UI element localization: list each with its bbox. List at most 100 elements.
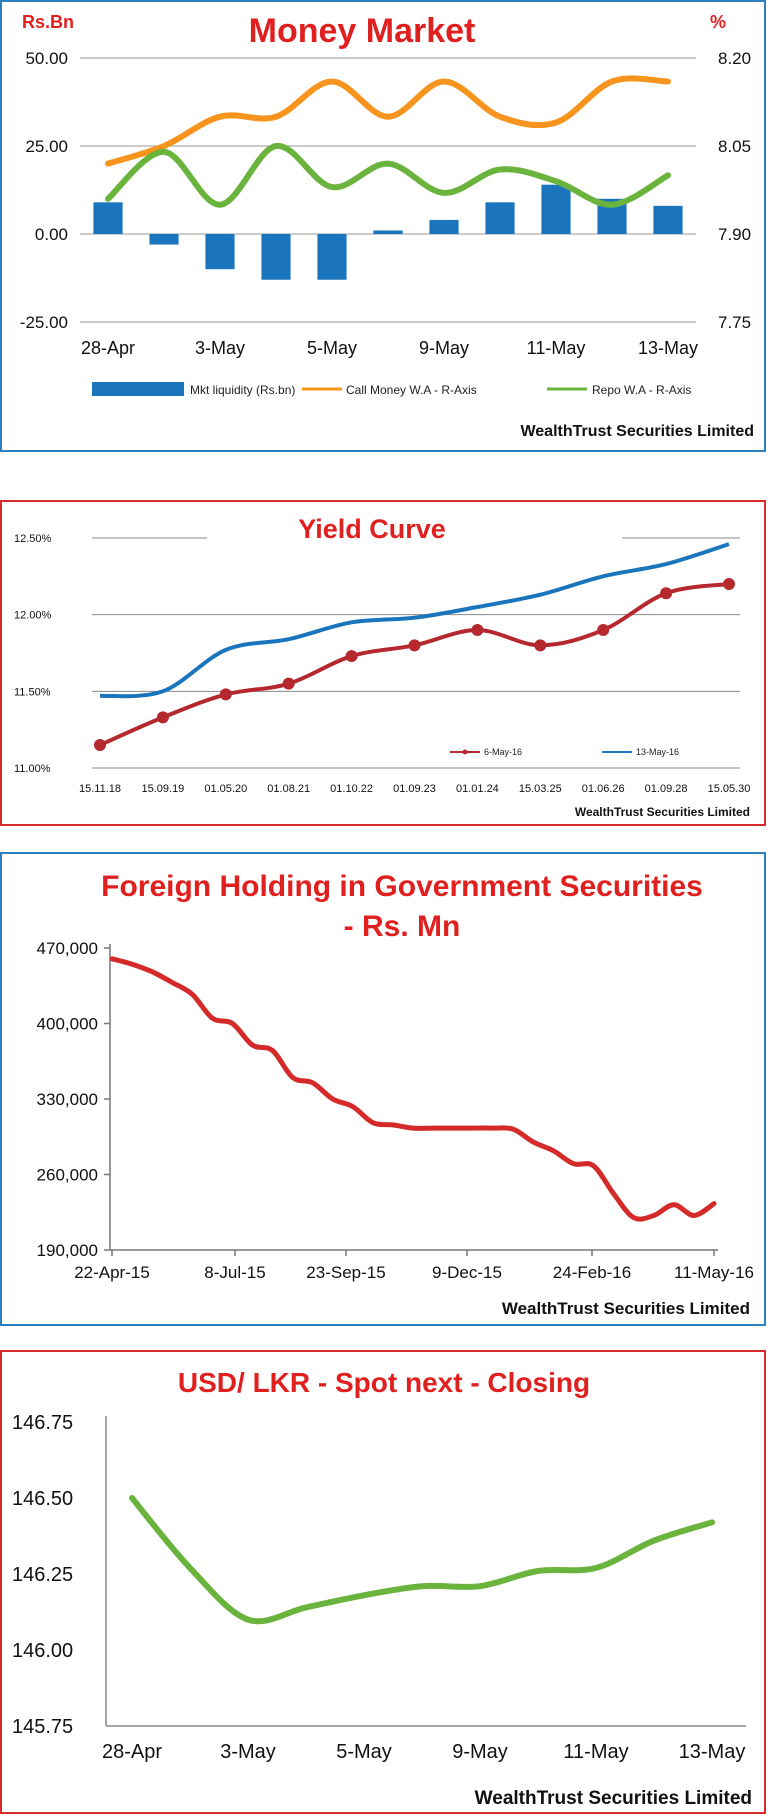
x-tick-label: 11-May-16 [674,1263,754,1282]
x-tick-label: 5-May [307,338,357,358]
point-6-may-16 [282,677,295,690]
x-tick-label: 01.05.20 [204,783,247,795]
legend: Mkt liquidity (Rs.bn) Call Money W.A - R… [92,382,691,397]
yield-curve-panel: Yield Curve 12.50% 12.00% 11.50% 11.00% 15.1… [0,500,766,826]
usd-lkr-chart: USD/ LKR - Spot next - Closing 146.75 146… [12,1367,752,1809]
y-tick-right: 7.75 [718,313,751,332]
x-tick-label: 11-May [527,338,586,358]
credit-text: WealthTrust Securities Limited [575,805,750,819]
y-tick-label: 470,000 [37,939,98,958]
y-tick-label: 145.75 [12,1716,73,1738]
money-market-panel: Money Market Rs.Bn % 50.00 8.20 25.00 8.05 0… [0,0,766,452]
y-tick-right: 8.20 [718,49,751,68]
y-tick-label: 146.50 [12,1488,73,1510]
x-tick-label: 13-May [638,338,698,358]
y-tick-label: 400,000 [37,1015,98,1034]
y-tick-left: 50.00 [25,49,68,68]
y-tick-right: 7.90 [718,225,751,244]
y-tick-label: 11.50% [14,686,51,698]
x-tick-label: 01.08.21 [267,783,310,795]
bar-mkt-liquidity [485,202,515,234]
foreign-holding-chart: Foreign Holding in Government Securities… [37,870,754,1318]
y-tick-label: 12.50% [14,533,52,545]
bar-mkt-liquidity [93,202,123,234]
line-repo [105,142,671,208]
x-tick-label: 23-Sep-15 [306,1263,385,1282]
line-call-money [105,75,671,167]
usd-lkr-panel: USD/ LKR - Spot next - Closing 146.75 146… [0,1350,766,1814]
bar-mkt-liquidity [317,234,347,280]
y-tick-label: 12.00% [14,610,52,622]
y-tick-label: 146.75 [12,1412,73,1434]
line-6-may-16 [99,582,730,747]
point-6-may-16 [471,624,484,636]
point-6-may-16 [408,639,421,652]
y-tick-left: 0.00 [35,225,68,244]
x-tick-label: 5-May [336,1741,392,1763]
x-tick-label: 8-Jul-15 [204,1263,265,1282]
x-tick-label: 3-May [220,1741,276,1763]
x-tick-label: 15.11.18 [79,783,121,795]
x-tick-label: 01.09.23 [393,783,436,795]
y-tick-left: 25.00 [25,137,68,156]
left-axis-unit: Rs.Bn [22,12,74,32]
legend: 6-May-16 13-May-16 [450,747,679,757]
x-tick-label: 28-Apr [102,1741,162,1763]
bar-mkt-liquidity [261,234,291,280]
legend-marker-6-may [462,749,468,755]
x-tick-label: 9-May [452,1741,508,1763]
line-foreign-holding [109,956,717,1222]
money-market-chart: Money Market Rs.Bn % 50.00 8.20 25.00 8.05 0… [20,12,754,440]
x-tick-label: 01.06.26 [582,783,625,795]
legend-label-liquidity: Mkt liquidity (Rs.bn) [190,383,295,397]
y-tick-label: 146.25 [12,1564,73,1586]
y-tick-right: 8.05 [718,137,751,156]
bar-mkt-liquidity [653,205,683,234]
x-tick-label: 01.09.28 [645,783,688,795]
bar-mkt-liquidity [205,234,235,270]
chart-title: Foreign Holding in Government Securities [101,870,703,903]
x-tick-label: 15.09.19 [141,783,184,795]
point-6-may-16 [597,624,610,636]
chart-title-line2: - Rs. Mn [344,910,461,943]
y-tick-label: 260,000 [37,1166,98,1185]
x-tick-label: 9-May [419,338,469,358]
chart-title: USD/ LKR - Spot next - Closing [178,1367,590,1398]
point-6-may-16 [345,650,358,663]
x-tick-label: 22-Apr-15 [74,1263,150,1282]
x-tick-label: 28-Apr [81,338,135,358]
credit-text: WealthTrust Securities Limited [475,1788,752,1809]
x-tick-label: 01.01.24 [456,783,499,795]
point-6-may-16 [219,688,232,701]
legend-label-13-may: 13-May-16 [636,747,679,757]
credit-text: WealthTrust Securities Limited [520,423,754,440]
x-tick-label: 9-Dec-15 [432,1263,502,1282]
line-usd-lkr [129,1495,715,1625]
line-13-may-16 [99,542,730,699]
x-tick-label: 01.10.22 [330,783,373,795]
right-axis-unit: % [710,12,726,32]
point-6-may-16 [723,578,735,590]
bar-mkt-liquidity [541,184,571,234]
bar-mkt-liquidity [373,230,403,234]
bar-mkt-liquidity [149,234,179,245]
x-tick-label: 15.05.30 [708,783,751,795]
x-tick-label: 13-May [679,1741,746,1763]
point-6-may-16 [94,739,106,751]
chart-title: Yield Curve [298,514,446,544]
legend-label-6-may: 6-May-16 [484,747,522,757]
bar-mkt-liquidity [429,219,459,234]
y-tick-label: 190,000 [37,1241,98,1260]
x-tick-label: 15.03.25 [519,783,562,795]
legend-label-repo: Repo W.A - R-Axis [592,383,691,397]
x-tick-label: 24-Feb-16 [553,1263,631,1282]
x-tick-label: 3-May [195,338,245,358]
credit-text: WealthTrust Securities Limited [502,1299,750,1318]
yield-curve-chart: Yield Curve 12.50% 12.00% 11.50% 11.00% 15.1… [14,514,751,819]
y-tick-label: 146.00 [12,1640,73,1662]
foreign-holding-panel: Foreign Holding in Government Securities… [0,852,766,1326]
y-tick-left: -25.00 [20,313,68,332]
chart-title: Money Market [249,12,476,50]
y-tick-label: 330,000 [37,1090,98,1109]
legend-swatch-liquidity [92,382,184,396]
